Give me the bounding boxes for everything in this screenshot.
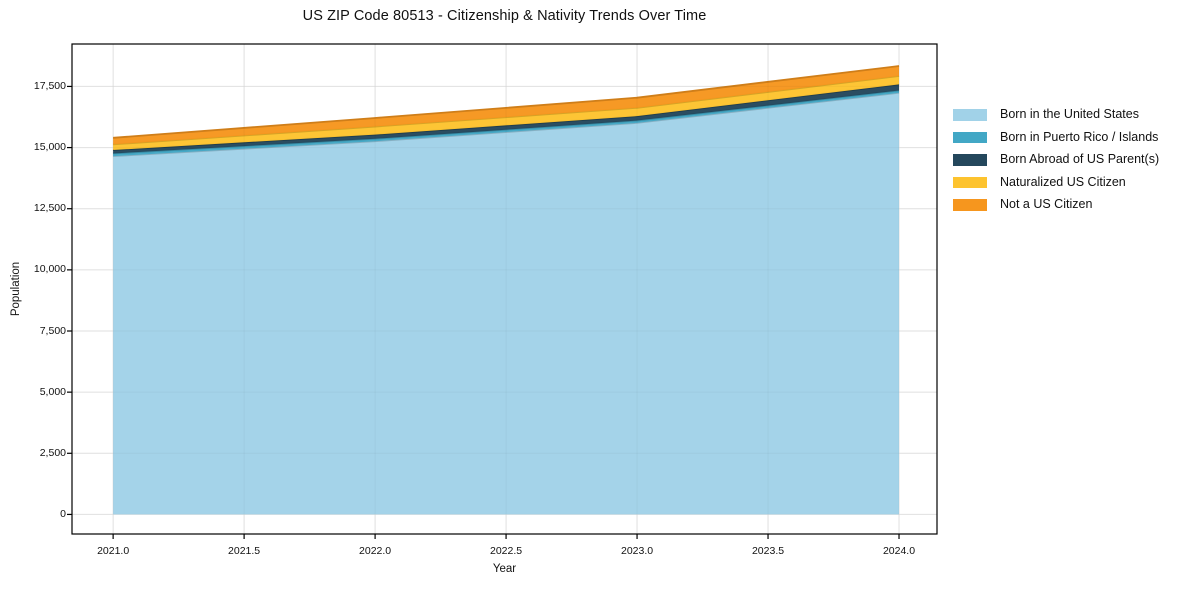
y-tick-label: 10,000 bbox=[33, 263, 66, 276]
x-tick-label: 2022.5 bbox=[490, 545, 523, 557]
legend-swatch bbox=[953, 109, 987, 121]
x-axis-label: Year bbox=[492, 563, 517, 575]
legend-label: Born Abroad of US Parent(s) bbox=[1000, 152, 1160, 166]
legend-label: Born in Puerto Rico / Islands bbox=[1000, 129, 1159, 144]
plot-border bbox=[71, 43, 938, 535]
y-tick-label: 12,500 bbox=[33, 202, 66, 215]
legend: Born in the United States Born in Puerto … bbox=[953, 107, 1159, 213]
legend-label: Not a US Citizen bbox=[1000, 197, 1093, 211]
y-tick-label: 0 bbox=[60, 507, 66, 520]
legend-swatch bbox=[953, 154, 987, 166]
area-series-0 bbox=[113, 92, 900, 515]
legend-item: Born in Puerto Rico / Islands bbox=[953, 130, 1159, 146]
legend-item: Born Abroad of US Parent(s) bbox=[953, 152, 1159, 168]
legend-swatch bbox=[953, 176, 987, 188]
legend-label: Born in the United States bbox=[1000, 107, 1139, 121]
area-series-4 bbox=[113, 66, 900, 145]
legend-label: Naturalized US Citizen bbox=[1000, 174, 1126, 189]
x-tick-label: 2024.0 bbox=[882, 545, 916, 557]
x-tick-label: 2023.5 bbox=[751, 545, 785, 557]
x-tick-label: 2021.0 bbox=[97, 545, 130, 557]
y-tick-label: 2,500 bbox=[39, 446, 66, 459]
legend-swatch bbox=[953, 199, 987, 211]
chart-title: US ZIP Code 80513 - Citizenship & Nativi… bbox=[302, 8, 707, 24]
y-tick-label: 17,500 bbox=[33, 79, 66, 92]
legend-item: Not a US Citizen bbox=[953, 197, 1159, 213]
x-tick-label: 2022.0 bbox=[359, 545, 392, 557]
area-edge-4 bbox=[113, 65, 900, 139]
legend-swatch bbox=[953, 131, 987, 143]
y-tick-label: 15,000 bbox=[33, 141, 66, 154]
x-tick-label: 2023.0 bbox=[620, 545, 654, 557]
y-tick-label: 7,500 bbox=[39, 324, 66, 337]
legend-item: Born in the United States bbox=[953, 107, 1159, 123]
x-tick-label: 2021.5 bbox=[228, 545, 261, 557]
area-series-2 bbox=[113, 84, 900, 154]
y-tick-label: 5,000 bbox=[39, 385, 66, 398]
legend-item: Naturalized US Citizen bbox=[953, 175, 1159, 191]
